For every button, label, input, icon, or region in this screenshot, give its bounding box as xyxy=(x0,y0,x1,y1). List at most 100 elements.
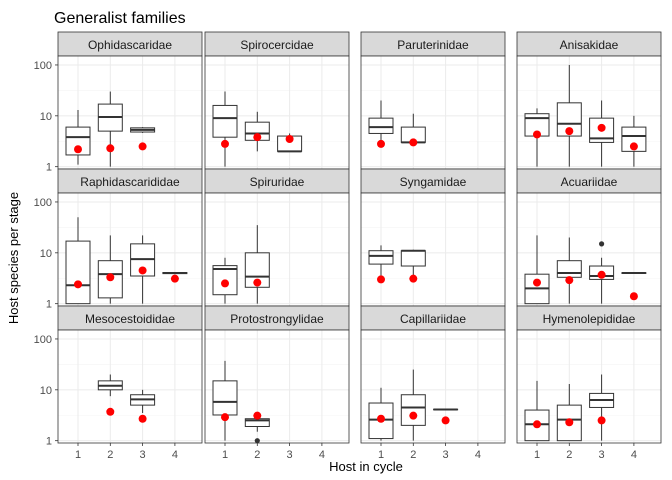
facet-strip xyxy=(360,31,506,57)
box-iqr xyxy=(212,380,238,416)
facet-label: Hymenolepididae xyxy=(543,312,636,326)
boxplot-2 xyxy=(244,225,270,304)
boxplot-3 xyxy=(589,374,615,441)
boxplot-1 xyxy=(368,245,394,284)
facet-strip xyxy=(57,31,203,57)
facet-label: Capillariidae xyxy=(400,312,466,326)
panel-background xyxy=(361,56,505,169)
x-tick-label: 1 xyxy=(222,449,228,461)
boxplot-1 xyxy=(524,108,550,167)
boxplot-3 xyxy=(589,100,615,167)
facet-label: Mesocestoididae xyxy=(85,312,175,326)
x-tick-label: 4 xyxy=(631,449,637,461)
x-tick-label: 1 xyxy=(75,449,81,461)
x-tick-label: 4 xyxy=(319,449,325,461)
facet-label: Raphidascarididae xyxy=(80,175,180,189)
facet-label: Paruterinidae xyxy=(397,38,469,52)
facet-strip xyxy=(360,168,506,194)
mean-point xyxy=(565,276,574,285)
x-axis-title: Host in cycle xyxy=(329,459,403,474)
x-tick-label: 3 xyxy=(443,449,449,461)
boxplot-4 xyxy=(162,271,188,283)
box-iqr xyxy=(368,250,394,265)
facet-label: Ophidascaridae xyxy=(88,38,172,52)
panel-border xyxy=(360,329,506,444)
boxplot-1 xyxy=(212,360,238,441)
box-iqr xyxy=(212,104,238,138)
boxplot-4 xyxy=(621,115,647,167)
y-tick-label: 1 xyxy=(46,162,52,174)
mean-point xyxy=(253,133,262,142)
mean-point xyxy=(106,407,115,416)
y-tick-label: 100 xyxy=(34,60,52,72)
mean-point xyxy=(221,139,229,148)
mean-point xyxy=(106,144,115,153)
mean-point xyxy=(597,416,606,425)
mean-point xyxy=(533,420,541,429)
box-iqr xyxy=(400,394,426,426)
boxplot-2 xyxy=(244,111,270,152)
boxplot-1 xyxy=(212,257,238,304)
boxplot-2 xyxy=(244,411,270,444)
boxplot-3 xyxy=(589,241,615,304)
mean-point xyxy=(597,270,606,279)
mean-point xyxy=(253,278,262,287)
x-tick-label: 2 xyxy=(254,449,260,461)
panel-background xyxy=(517,56,661,169)
facet-strip xyxy=(516,168,662,194)
boxplot-2 xyxy=(556,384,582,442)
mean-point xyxy=(253,411,262,420)
y-tick-label: 100 xyxy=(34,197,52,209)
mean-point xyxy=(74,280,82,289)
mean-point xyxy=(629,292,638,301)
boxplot-2 xyxy=(400,369,426,441)
boxplot-2 xyxy=(97,235,123,304)
boxplot-2 xyxy=(97,91,123,167)
facet-panel: Ophidascaridae 1 10 100 xyxy=(34,31,203,174)
mean-point xyxy=(221,279,229,288)
mean-point xyxy=(285,135,294,144)
mean-point xyxy=(74,145,82,154)
mean-point xyxy=(409,274,418,283)
boxplot-3 xyxy=(433,408,459,425)
facet-panel: Hymenolepididae 1 2 3 4 xyxy=(516,305,662,461)
facet-panel: Paruterinidae xyxy=(360,31,506,170)
facet-strip xyxy=(204,31,350,57)
boxplot-3 xyxy=(130,389,156,423)
facet-label: Acuariidae xyxy=(561,175,618,189)
boxplot-3 xyxy=(277,133,303,153)
y-axis-title: Host species per stage xyxy=(6,192,21,324)
mean-point xyxy=(138,266,147,275)
panel-border xyxy=(516,329,662,444)
boxplot-1 xyxy=(368,387,394,441)
boxplot-3 xyxy=(130,127,156,151)
x-tick-label: 3 xyxy=(140,449,146,461)
panel-background xyxy=(361,193,505,306)
mean-point xyxy=(597,123,606,132)
mean-point xyxy=(565,127,574,136)
x-tick-label: 2 xyxy=(566,449,572,461)
mean-point xyxy=(377,414,385,423)
y-tick-label: 10 xyxy=(40,385,52,397)
facet-label: Spiruridae xyxy=(250,175,305,189)
facet-panel: Capillariidae 1 2 3 4 xyxy=(360,305,506,461)
facet-label: Syngamidae xyxy=(400,175,467,189)
boxplot-1 xyxy=(65,110,91,165)
facet-label: Spirocercidae xyxy=(240,38,314,52)
boxplot-3 xyxy=(130,235,156,304)
mean-point xyxy=(629,142,638,151)
facet-panel: Anisakidae xyxy=(516,31,662,170)
mean-point xyxy=(565,418,574,427)
x-tick-label: 1 xyxy=(534,449,540,461)
facet-panel: Spirocercidae xyxy=(204,31,350,170)
boxplot-1 xyxy=(524,235,550,305)
y-tick-label: 1 xyxy=(46,299,52,311)
facet-strip xyxy=(516,31,662,57)
y-tick-label: 10 xyxy=(40,248,52,260)
facet-panel: Acuariidae xyxy=(516,168,662,307)
mean-point xyxy=(409,138,418,147)
facet-label: Anisakidae xyxy=(560,38,619,52)
y-tick-label: 10 xyxy=(40,111,52,123)
boxplot-2 xyxy=(400,249,426,283)
